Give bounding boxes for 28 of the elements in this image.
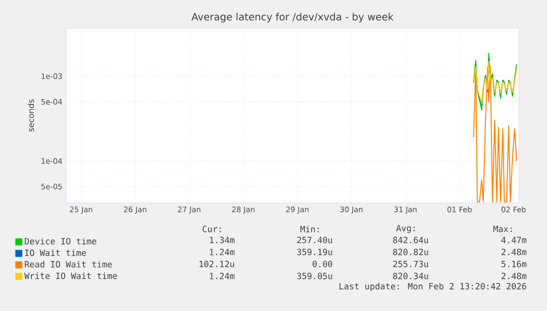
text: 359.19u [297,248,332,256]
text: 820.34u [393,272,428,280]
y-axis-title: seconds [28,100,34,132]
text: 1.24m [210,248,234,256]
text: 257.40u [297,236,332,244]
text: Cur: [202,226,221,232]
legend-label: Write IO Wait time [24,272,117,280]
text: 4.47m [501,236,526,244]
text: 5.16m [502,260,526,268]
text: 2.48m [502,248,526,256]
text: 359.05u [297,272,332,280]
chart-title: Average latency for /dev/xvda - by week [191,12,394,22]
legend-label: Read IO Wait time [24,260,112,268]
text: 1.34m [210,236,234,244]
text: 102.12u [200,260,234,268]
text: 2.48m [502,272,526,280]
text: Min: [300,226,319,232]
legend-label: IO Wait time [25,249,86,256]
text: Max: [493,226,512,232]
text: 842.64u [393,236,428,244]
text: Last update: Mon Feb 2 13:20:42 2026 [340,282,526,292]
text: 255.73u [393,260,428,268]
text: 0.00 [312,260,332,268]
text: 1.24m [210,272,234,280]
legend-label: Device IO time [24,238,96,244]
text: Avg: [396,224,415,234]
text: 820.82u [393,248,428,256]
line-series [473,66,518,202]
